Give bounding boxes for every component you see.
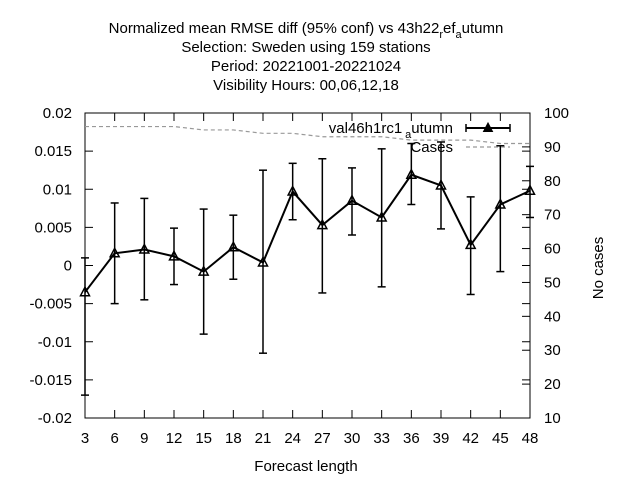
- data-point-marker: [464, 238, 477, 250]
- x-axis: 3 6 9 12 15 18 21 24 27 30 33 36 39 42 45 48: [81, 113, 539, 447]
- y-tick-label: 0.015: [34, 143, 72, 160]
- y-tick-label: -0.005: [29, 296, 72, 313]
- series-val46h1rc1: [79, 141, 536, 396]
- data-point-marker: [257, 255, 269, 267]
- y-tick-label: 0.01: [43, 181, 72, 198]
- data-point-marker: [524, 184, 536, 196]
- x-tick-label: 27: [314, 430, 331, 447]
- data-point-marker: [227, 240, 240, 252]
- x-tick-label: 3: [81, 430, 89, 447]
- x-tick-label: 30: [344, 430, 361, 447]
- y2-tick-label: 30: [544, 342, 561, 359]
- main-line: [84, 173, 531, 293]
- chart-title: Normalized mean RMSE diff (95% conf) vs …: [109, 20, 504, 94]
- y-axis-right: 10 20 30 40 50 60 70 80 90 100: [522, 105, 569, 427]
- data-point-marker: [316, 218, 329, 230]
- y2-tick-label: 70: [544, 207, 561, 224]
- x-tick-label: 39: [433, 430, 450, 447]
- series-cases: [85, 125, 530, 145]
- title-line-3: Period: 20221001-20221024: [211, 58, 401, 75]
- x-tick-label: 12: [166, 430, 183, 447]
- x-tick-label: 45: [492, 430, 509, 447]
- data-point-marker: [197, 264, 210, 276]
- x-tick-label: 24: [284, 430, 301, 447]
- legend-label-cases: Cases: [410, 139, 453, 156]
- legend-key-val46h1rc1: [465, 121, 511, 132]
- data-point-marker: [168, 249, 180, 261]
- title-line-4: Visibility Hours: 00,06,12,18: [213, 77, 399, 94]
- x-tick-label: 33: [373, 430, 390, 447]
- y-tick-label: -0.02: [38, 410, 72, 427]
- x-tick-label: 6: [110, 430, 118, 447]
- x-tick-label: 42: [462, 430, 479, 447]
- title-line-1: Normalized mean RMSE diff (95% conf) vs …: [109, 20, 504, 41]
- y-tick-label: -0.015: [29, 372, 72, 389]
- x-tick-label: 15: [195, 430, 212, 447]
- data-point-marker: [405, 168, 418, 180]
- data-point-marker: [435, 178, 447, 190]
- y-axis-left: -0.02 -0.015 -0.01 -0.005 0 0.005 0.01 0.015 0.0…: [29, 105, 530, 427]
- y2-tick-label: 100: [544, 105, 569, 122]
- x-tick-label: 36: [403, 430, 420, 447]
- y-axis-right-label: No cases: [590, 237, 607, 300]
- x-tick-label: 48: [522, 430, 539, 447]
- data-point-marker: [79, 285, 91, 297]
- data-point-marker: [108, 246, 121, 258]
- y-tick-label: 0.02: [43, 105, 72, 122]
- data-point-marker: [375, 210, 388, 222]
- y2-tick-label: 10: [544, 410, 561, 427]
- y2-tick-label: 50: [544, 274, 561, 291]
- x-tick-label: 21: [255, 430, 272, 447]
- y2-tick-label: 80: [544, 173, 561, 190]
- y2-tick-label: 20: [544, 376, 561, 393]
- y-tick-label: -0.01: [38, 334, 72, 351]
- data-point-marker: [346, 194, 358, 205]
- data-point-marker: [286, 184, 299, 196]
- plot-frame: [84, 112, 531, 419]
- title-line-2: Selection: Sweden using 159 stations: [181, 39, 430, 56]
- cases-line: [85, 125, 530, 145]
- legend-label-val46h1rc1: val46h1rc1 autumn: [329, 120, 453, 141]
- legend: val46h1rc1 autumn Cases: [329, 120, 511, 156]
- y2-tick-label: 40: [544, 308, 561, 325]
- legend-marker: [482, 121, 494, 132]
- y2-tick-label: 90: [544, 139, 561, 156]
- x-axis-label: Forecast length: [254, 458, 357, 475]
- y-tick-label: 0: [64, 258, 72, 275]
- data-point-marker: [494, 197, 507, 209]
- data-point-marker: [138, 242, 151, 254]
- x-tick-label: 9: [140, 430, 148, 447]
- x-tick-label: 18: [225, 430, 242, 447]
- y-tick-label: 0.005: [34, 219, 72, 236]
- y2-tick-label: 60: [544, 241, 561, 258]
